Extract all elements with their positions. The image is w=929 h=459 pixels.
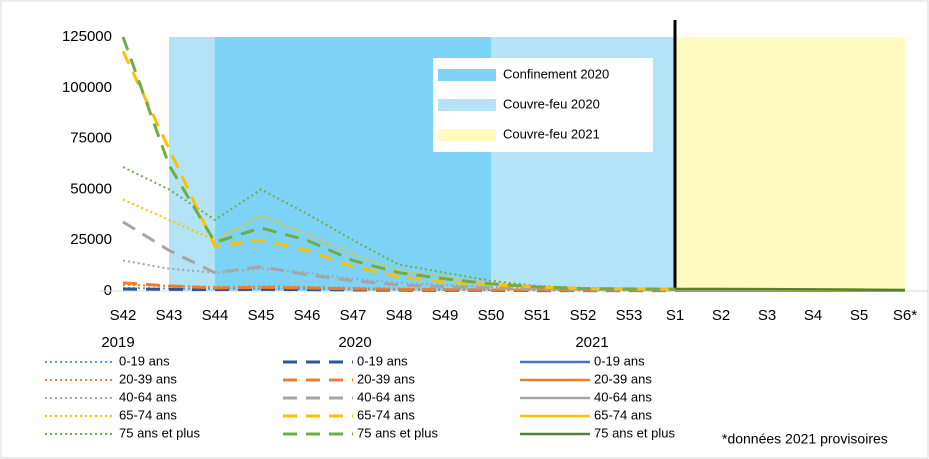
legend-label: 65-74 ans bbox=[594, 407, 652, 422]
legend-label: 65-74 ans bbox=[119, 407, 177, 422]
series-line bbox=[122, 281, 675, 292]
legend-label: 20-39 ans bbox=[594, 371, 652, 386]
region-legend-swatch bbox=[438, 99, 496, 111]
y-tick-label: 50000 bbox=[70, 180, 112, 197]
x-tick-label: S2 bbox=[712, 307, 730, 324]
x-tick-label: S1 bbox=[666, 307, 684, 324]
series-line bbox=[122, 220, 676, 292]
x-tick-label: S47 bbox=[340, 307, 367, 324]
y-tick-label: 25000 bbox=[70, 231, 112, 248]
x-tick-label: S3 bbox=[758, 307, 776, 324]
x-tick-label: S46 bbox=[294, 307, 321, 324]
y-tick-label: 75000 bbox=[70, 130, 112, 147]
x-tick-label: S52 bbox=[570, 307, 597, 324]
legend-label: 75 ans et plus bbox=[119, 425, 200, 440]
series-line bbox=[675, 287, 906, 292]
legend-label: 65-74 ans bbox=[357, 407, 415, 422]
x-tick-label: S48 bbox=[386, 307, 413, 324]
series-line bbox=[122, 166, 676, 290]
region-legend-swatch bbox=[438, 69, 496, 81]
legend-label: 75 ans et plus bbox=[357, 425, 438, 440]
legend-group-title: 2020 bbox=[338, 334, 371, 351]
x-tick-label: S4 bbox=[804, 307, 822, 324]
legend-label: 0-19 ans bbox=[594, 353, 645, 368]
legend-label: 40-64 ans bbox=[594, 389, 652, 404]
region-legend-swatch bbox=[438, 129, 496, 141]
series-line bbox=[121, 50, 676, 291]
x-tick-label: S49 bbox=[432, 307, 459, 324]
legend-label: 40-64 ans bbox=[119, 389, 177, 404]
legend-label: 0-19 ans bbox=[119, 353, 170, 368]
x-tick-label: S6* bbox=[893, 307, 917, 324]
y-tick-label: 125000 bbox=[62, 28, 112, 45]
footnote: *données 2021 provisoires bbox=[722, 431, 888, 447]
legend-group-title: 2019 bbox=[101, 334, 134, 351]
x-tick-label: S43 bbox=[156, 307, 183, 324]
region-legend-label: Couvre-feu 2021 bbox=[503, 126, 600, 141]
x-tick-label: S44 bbox=[202, 307, 229, 324]
x-tick-label: S5 bbox=[850, 307, 868, 324]
legend-label: 20-39 ans bbox=[119, 371, 177, 386]
y-tick-label: 0 bbox=[104, 282, 112, 299]
legend-label: 0-19 ans bbox=[357, 353, 408, 368]
x-tick-label: S51 bbox=[524, 307, 551, 324]
legend-label: 40-64 ans bbox=[357, 389, 415, 404]
series-line bbox=[121, 36, 676, 291]
shaded-region bbox=[675, 37, 905, 291]
x-tick-label: S42 bbox=[110, 307, 137, 324]
y-tick-label: 100000 bbox=[62, 79, 112, 96]
legend-label: 75 ans et plus bbox=[594, 425, 675, 440]
x-tick-label: S45 bbox=[248, 307, 275, 324]
legend-group-title: 2021 bbox=[575, 334, 608, 351]
region-legend-label: Couvre-feu 2020 bbox=[503, 96, 600, 111]
legend-label: 20-39 ans bbox=[357, 371, 415, 386]
x-tick-label: S50 bbox=[478, 307, 505, 324]
x-tick-label: S53 bbox=[616, 307, 643, 324]
region-legend-label: Confinement 2020 bbox=[503, 66, 609, 81]
